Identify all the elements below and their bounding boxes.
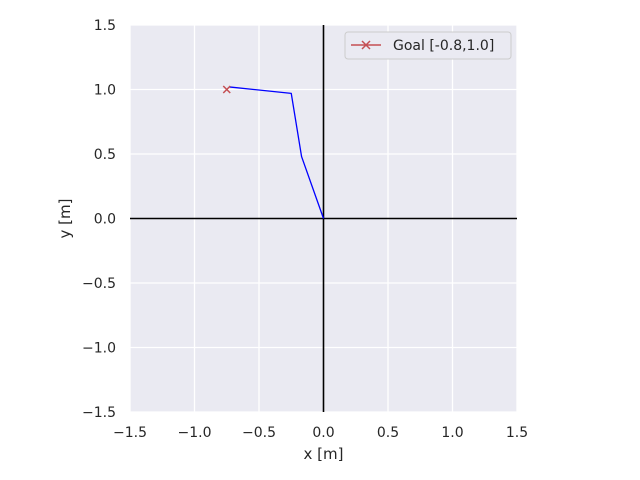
legend-label-goal: Goal [-0.8,1.0] [393,38,494,54]
x-tick-label-1: −1.0 [178,425,212,441]
legend: Goal [-0.8,1.0] [344,31,512,60]
y-tick-label-3: 0.0 [94,212,116,228]
goal-marker-0 [222,85,231,94]
x-axis-label: x [m] [304,445,344,463]
y-tick-label-6: 1.5 [94,18,116,34]
x-tick-label-2: −0.5 [242,425,276,441]
x-tick-labels: −1.5 −1.0 −0.5 0.0 0.5 1.0 1.5 [113,425,528,441]
y-tick-label-1: −1.0 [82,341,116,357]
y-tick-labels: −1.5 −1.0 −0.5 0.0 0.5 1.0 1.5 [82,18,116,421]
x-tick-label-5: 1.0 [441,425,463,441]
x-tick-label-0: −1.5 [113,425,147,441]
y-tick-label-2: −0.5 [82,276,116,292]
x-tick-label-3: 0.0 [312,425,334,441]
legend-marker-goal [361,40,371,50]
x-tick-label-6: 1.5 [506,425,528,441]
legend-box [344,31,512,60]
x-tick-label-4: 0.5 [377,425,399,441]
series [222,85,325,219]
y-tick-label-5: 1.0 [94,83,116,99]
y-axis-label: y [m] [56,199,74,239]
y-tick-label-0: −1.5 [82,405,116,421]
trajectory-line [229,86,325,219]
y-tick-label-4: 0.5 [94,147,116,163]
